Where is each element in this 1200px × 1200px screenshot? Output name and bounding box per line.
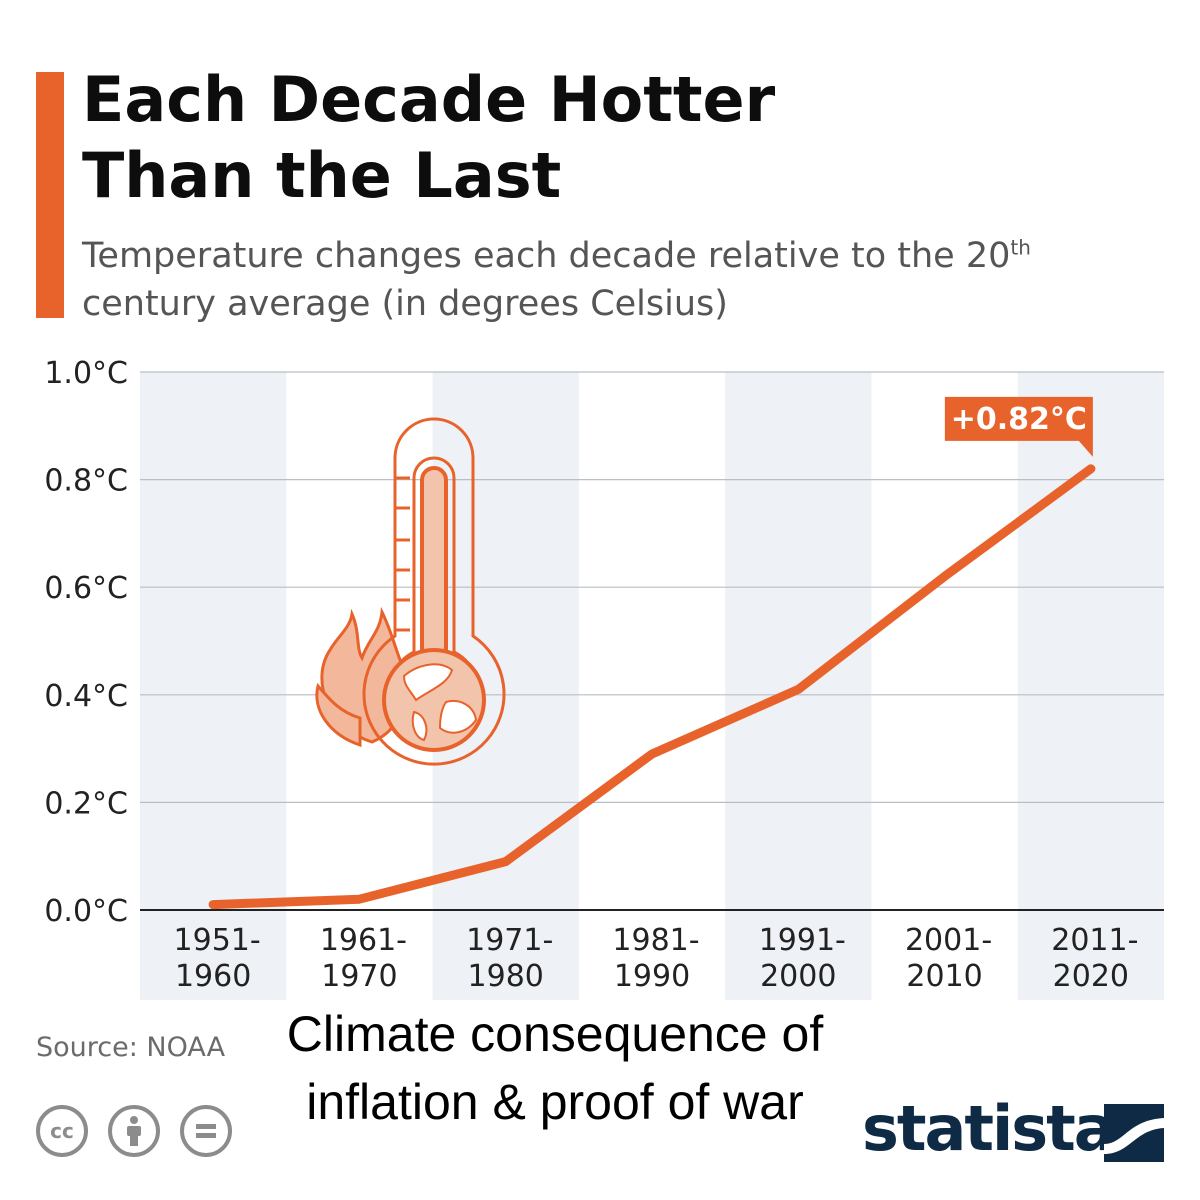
chart-subtitle: Temperature changes each decade relative… <box>82 232 1062 328</box>
cc-icon[interactable]: cc <box>36 1105 88 1157</box>
y-tick-label: 0.8°C <box>44 464 128 499</box>
y-tick-label: 0.4°C <box>44 679 128 714</box>
equals-icon <box>196 1124 216 1138</box>
statista-logo-text: statista <box>862 1092 1116 1165</box>
x-tick-label: 1981- <box>612 923 699 958</box>
title-accent-bar <box>36 72 64 318</box>
category-bands <box>140 372 1164 1000</box>
y-tick-label: 0.0°C <box>44 894 128 929</box>
gridlines <box>140 371 1164 911</box>
chart-title-line-1: Each Decade Hotter <box>82 63 776 136</box>
value-callout-box <box>944 396 1093 457</box>
x-tick-label: 2000 <box>760 959 836 994</box>
x-tick-label: 2001- <box>905 923 992 958</box>
source-note: Source: NOAA <box>36 1032 226 1063</box>
x-tick-label: 1991- <box>759 923 846 958</box>
x-tick-label: 1980 <box>468 959 544 994</box>
value-callout-label: +0.82°C <box>951 402 1087 437</box>
y-axis-tick-labels: 0.0°C 0.2°C 0.4°C 0.6°C 0.8°C 1.0°C <box>44 356 128 929</box>
y-tick-label: 1.0°C <box>44 356 128 391</box>
x-tick-label: 1990 <box>614 959 690 994</box>
x-tick-label: 2020 <box>1053 959 1129 994</box>
statista-logo-mark-icon <box>1104 1104 1164 1162</box>
value-callout: +0.82°C <box>944 396 1093 457</box>
overlay-caption: Climate consequence of inflation & proof… <box>286 1006 824 1130</box>
chart-title: Each Decade Hotter Than the Last <box>82 62 1082 214</box>
y-tick-label: 0.2°C <box>44 786 128 821</box>
category-band <box>1017 372 1164 1000</box>
subtitle-text-end: century average (in degrees Celsius) <box>82 284 728 324</box>
attribution-icon[interactable] <box>108 1105 160 1157</box>
subtitle-superscript: th <box>1010 235 1031 260</box>
series-line <box>208 464 1096 910</box>
no-derivatives-icon[interactable] <box>180 1105 232 1157</box>
line-chart: 0.0°C 0.2°C 0.4°C 0.6°C 0.8°C 1.0°C 1951-1960… <box>44 356 1164 1000</box>
x-tick-label: 1961- <box>320 923 407 958</box>
x-tick-label: 1951- <box>174 923 261 958</box>
statista-logo[interactable]: statista <box>862 1092 1167 1168</box>
chart-title-line-2: Than the Last <box>82 139 562 212</box>
x-tick-label: 1970 <box>321 959 397 994</box>
x-axis-tick-labels: 1951-1960 1961-1970 1971-1980 1981-1990 1991… <box>174 923 1139 994</box>
thermometer-icon <box>315 417 506 766</box>
x-tick-label: 2010 <box>906 959 982 994</box>
subtitle-text-start: Temperature changes each decade relative… <box>82 236 1011 276</box>
x-tick-label: 1960 <box>175 959 251 994</box>
category-band <box>140 372 287 1000</box>
x-tick-label: 1971- <box>466 923 553 958</box>
x-tick-label: 2011- <box>1051 923 1138 958</box>
person-icon <box>127 1116 141 1146</box>
y-tick-label: 0.6°C <box>44 571 128 606</box>
